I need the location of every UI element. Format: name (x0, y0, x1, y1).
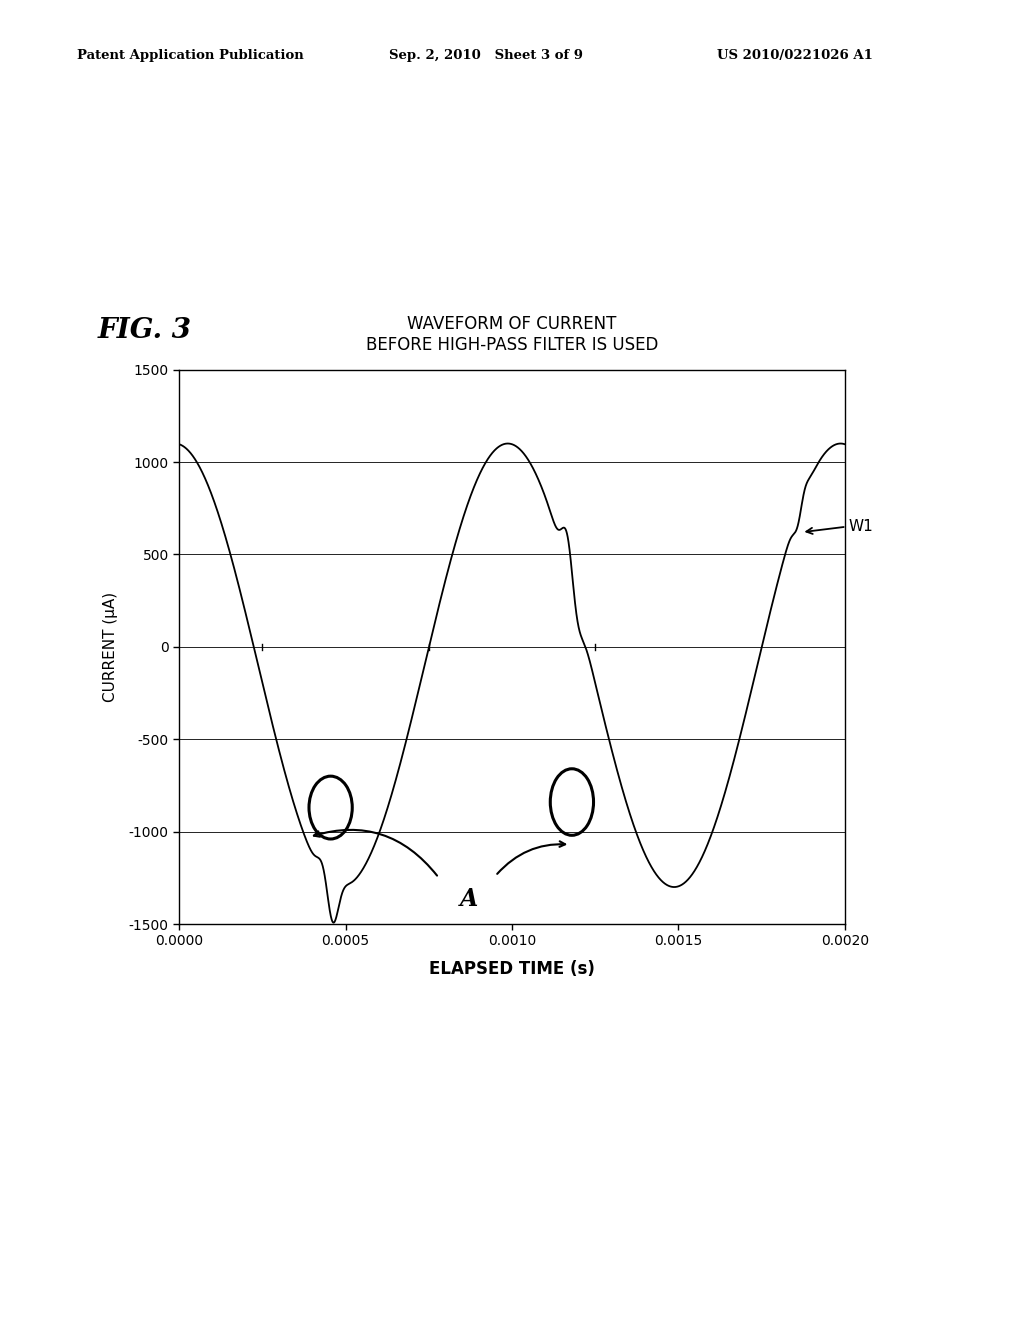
Text: Sep. 2, 2010   Sheet 3 of 9: Sep. 2, 2010 Sheet 3 of 9 (389, 49, 583, 62)
Y-axis label: CURRENT (μA): CURRENT (μA) (102, 591, 118, 702)
Title: WAVEFORM OF CURRENT
BEFORE HIGH-PASS FILTER IS USED: WAVEFORM OF CURRENT BEFORE HIGH-PASS FIL… (366, 315, 658, 354)
Text: Patent Application Publication: Patent Application Publication (77, 49, 303, 62)
Text: FIG. 3: FIG. 3 (97, 317, 191, 343)
Text: W1: W1 (848, 519, 872, 535)
Text: A: A (460, 887, 478, 911)
X-axis label: ELAPSED TIME (s): ELAPSED TIME (s) (429, 960, 595, 978)
Text: US 2010/0221026 A1: US 2010/0221026 A1 (717, 49, 872, 62)
